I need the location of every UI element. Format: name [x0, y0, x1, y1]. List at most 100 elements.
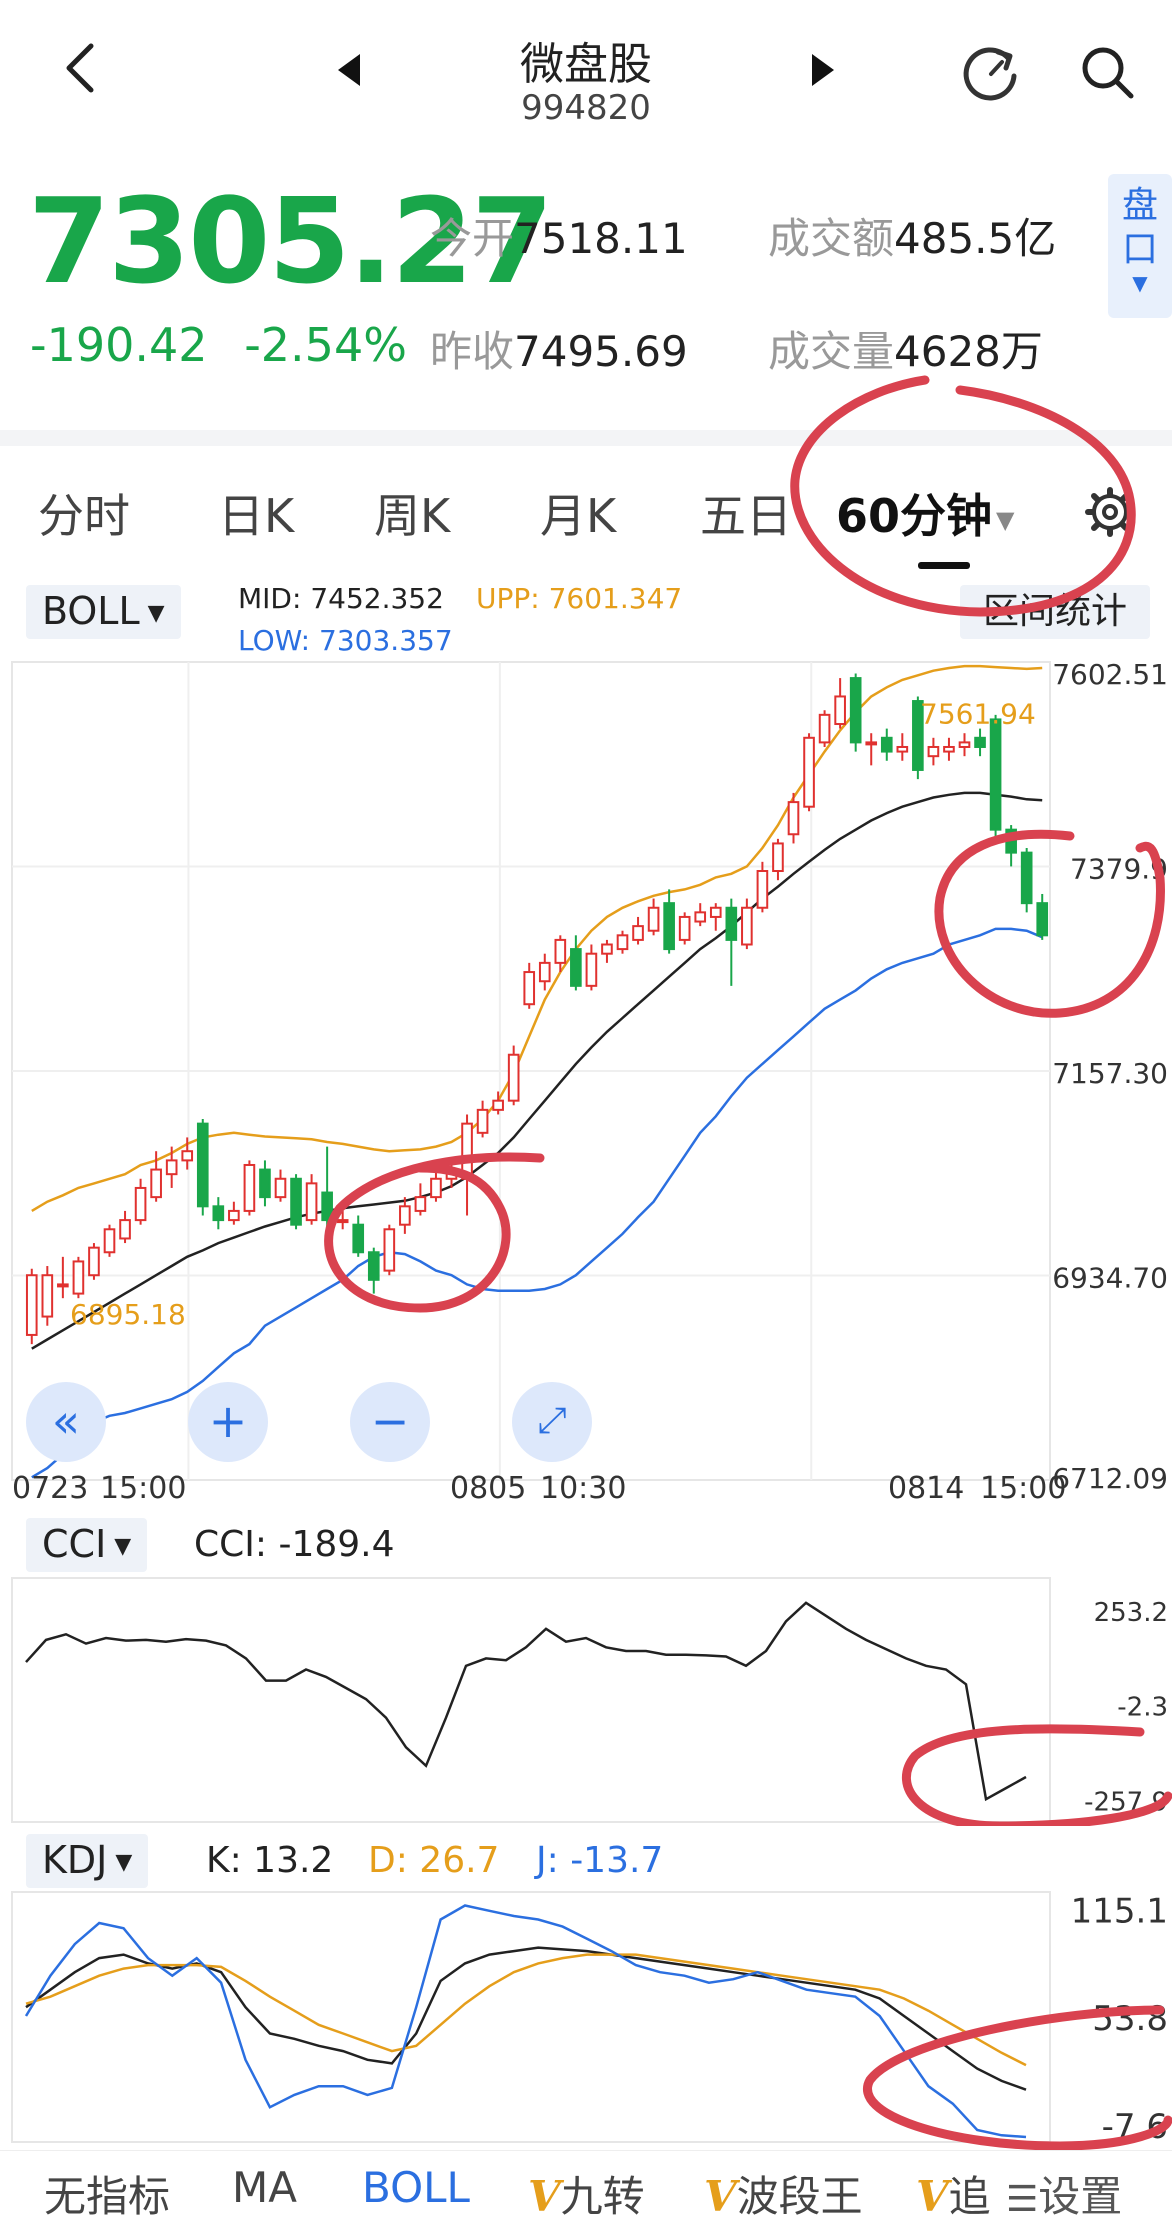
- open-stat: 今开7518.11: [430, 205, 688, 266]
- menu-icon: ☰: [1006, 2179, 1039, 2220]
- tab-five-day[interactable]: 五日: [700, 489, 792, 543]
- volume-stat: 成交量4628万: [768, 318, 1043, 379]
- prev-close-label: 昨收: [430, 327, 515, 376]
- candle-down: [989, 718, 1002, 831]
- indicator-none[interactable]: 无指标: [44, 2172, 171, 2221]
- candle-up: [772, 842, 784, 873]
- y-tick-label: 6934.70: [1052, 1261, 1168, 1294]
- candle-down: [912, 700, 924, 771]
- turnover-stat: 成交额485.5亿: [768, 205, 1056, 266]
- indicator-wave-king[interactable]: V波段王: [704, 2163, 863, 2224]
- kdj-indicator-select[interactable]: KDJ ▼: [26, 1834, 149, 1888]
- candle-up: [741, 906, 753, 946]
- candle-down: [974, 736, 986, 748]
- candle-up: [709, 906, 722, 918]
- x-tick-label: 15:00: [980, 1471, 1066, 1506]
- candle-up: [787, 801, 800, 836]
- order-book-label: 盘口: [1108, 184, 1172, 272]
- tab-weekly-k[interactable]: 周K: [374, 489, 451, 543]
- boll-line-low: [31, 927, 1043, 1479]
- indicator-line-d: [25, 1953, 1027, 2067]
- candle-up: [694, 911, 707, 923]
- current-price: 7305.27: [28, 172, 553, 310]
- x-tick-label: 0814: [888, 1471, 964, 1506]
- candle-down: [196, 1122, 209, 1208]
- candle-up: [927, 745, 940, 758]
- header: 微盘股 994820: [0, 0, 1172, 150]
- open-value: 7518.11: [514, 214, 688, 263]
- candle-up: [72, 1260, 85, 1295]
- y-tick-label: 53.8: [1092, 1999, 1168, 2039]
- candle-up: [958, 741, 971, 748]
- x-tick-label: 0723: [12, 1471, 88, 1506]
- indicator-chase-label: 追: [948, 2172, 991, 2221]
- candle-up: [383, 1228, 396, 1272]
- indicator-nine-turn[interactable]: V九转: [528, 2163, 645, 2224]
- scroll-left-button[interactable]: «: [26, 1382, 106, 1462]
- y-tick-label: 253.2: [1094, 1598, 1168, 1628]
- prev-close-stat: 昨收7495.69: [430, 318, 688, 379]
- range-stats-button[interactable]: 区间统计: [960, 585, 1150, 639]
- back-arrow-icon[interactable]: [55, 38, 105, 98]
- indicator-nine-turn-label: 九转: [560, 2172, 645, 2221]
- boll-lower-label: LOW:: [238, 624, 311, 657]
- cci-indicator-select[interactable]: CCI ▼: [26, 1518, 148, 1572]
- candle-up: [865, 741, 878, 746]
- order-book-label-char: 盘: [1121, 185, 1158, 226]
- caret-down-icon: ▼: [996, 505, 1015, 534]
- tab-daily-k[interactable]: 日K: [218, 489, 295, 543]
- page-title: 微盘股: [520, 39, 652, 90]
- active-tab-indicator: [918, 562, 970, 569]
- candle-up: [585, 952, 598, 987]
- x-tick-label: 0805: [450, 1471, 526, 1506]
- zoom-out-button[interactable]: −: [350, 1382, 430, 1462]
- candle-up: [943, 745, 955, 753]
- indicator-boll[interactable]: BOLL: [362, 2163, 470, 2212]
- x-tick-label: 10:30: [540, 1471, 626, 1506]
- chart-frame: [11, 1891, 1051, 2143]
- candle-down: [321, 1191, 333, 1222]
- refresh-icon[interactable]: [958, 40, 1024, 106]
- search-icon[interactable]: [1075, 40, 1141, 106]
- candle-up: [601, 943, 613, 955]
- fullscreen-button[interactable]: ⤢: [512, 1382, 592, 1462]
- cci-indicator-label: CCI: [42, 1522, 107, 1566]
- candle-up: [756, 870, 769, 909]
- candlestick-chart[interactable]: 7602.517379.97157.306934.706712.097561.9…: [0, 648, 1172, 1508]
- indicator-bar: 无指标 MA BOLL V九转 V波段王 V追 ☰设置: [0, 2150, 1172, 2232]
- candle-up: [616, 934, 629, 951]
- candle-down: [1020, 851, 1033, 905]
- candle-up: [554, 938, 567, 964]
- candle-up: [150, 1168, 162, 1199]
- candle-up: [165, 1159, 178, 1176]
- low-annotation: 6895.18: [70, 1298, 186, 1331]
- order-book-button[interactable]: 盘口 ▼: [1108, 174, 1172, 318]
- vip-icon: V: [528, 2172, 561, 2221]
- indicator-settings[interactable]: ☰设置: [1000, 2163, 1172, 2224]
- tab-monthly-k[interactable]: 月K: [540, 489, 617, 543]
- open-label: 今开: [430, 214, 515, 263]
- indicator-chase[interactable]: V追: [916, 2163, 991, 2224]
- boll-mid-value: 7452.352: [310, 582, 444, 615]
- next-stock-icon[interactable]: [802, 50, 842, 90]
- candle-up: [476, 1108, 489, 1134]
- stock-code: 994820: [521, 88, 651, 128]
- zoom-in-button[interactable]: +: [188, 1382, 268, 1462]
- candle-up: [25, 1274, 38, 1336]
- boll-lower: LOW: 7303.357: [238, 624, 453, 657]
- high-annotation: 7561.94: [920, 697, 1036, 730]
- tab-60-minute[interactable]: 60分钟 ▼: [836, 480, 1014, 546]
- chart-frame: [11, 1577, 1051, 1823]
- y-tick-label: 7157.30: [1052, 1057, 1168, 1090]
- gear-icon[interactable]: [1080, 482, 1140, 542]
- previous-stock-icon[interactable]: [330, 50, 370, 90]
- candle-down: [352, 1223, 365, 1254]
- tab-intraday[interactable]: 分时: [38, 489, 130, 543]
- kdj-chart: 115.153.8-7.6: [11, 1891, 1172, 2150]
- indicator-ma[interactable]: MA: [232, 2163, 297, 2212]
- candle-up: [896, 745, 909, 753]
- vip-icon: V: [704, 2172, 737, 2221]
- change-amount: -190.42: [30, 318, 208, 372]
- candle-up: [538, 961, 551, 983]
- main-indicator-select[interactable]: BOLL ▼: [26, 585, 181, 639]
